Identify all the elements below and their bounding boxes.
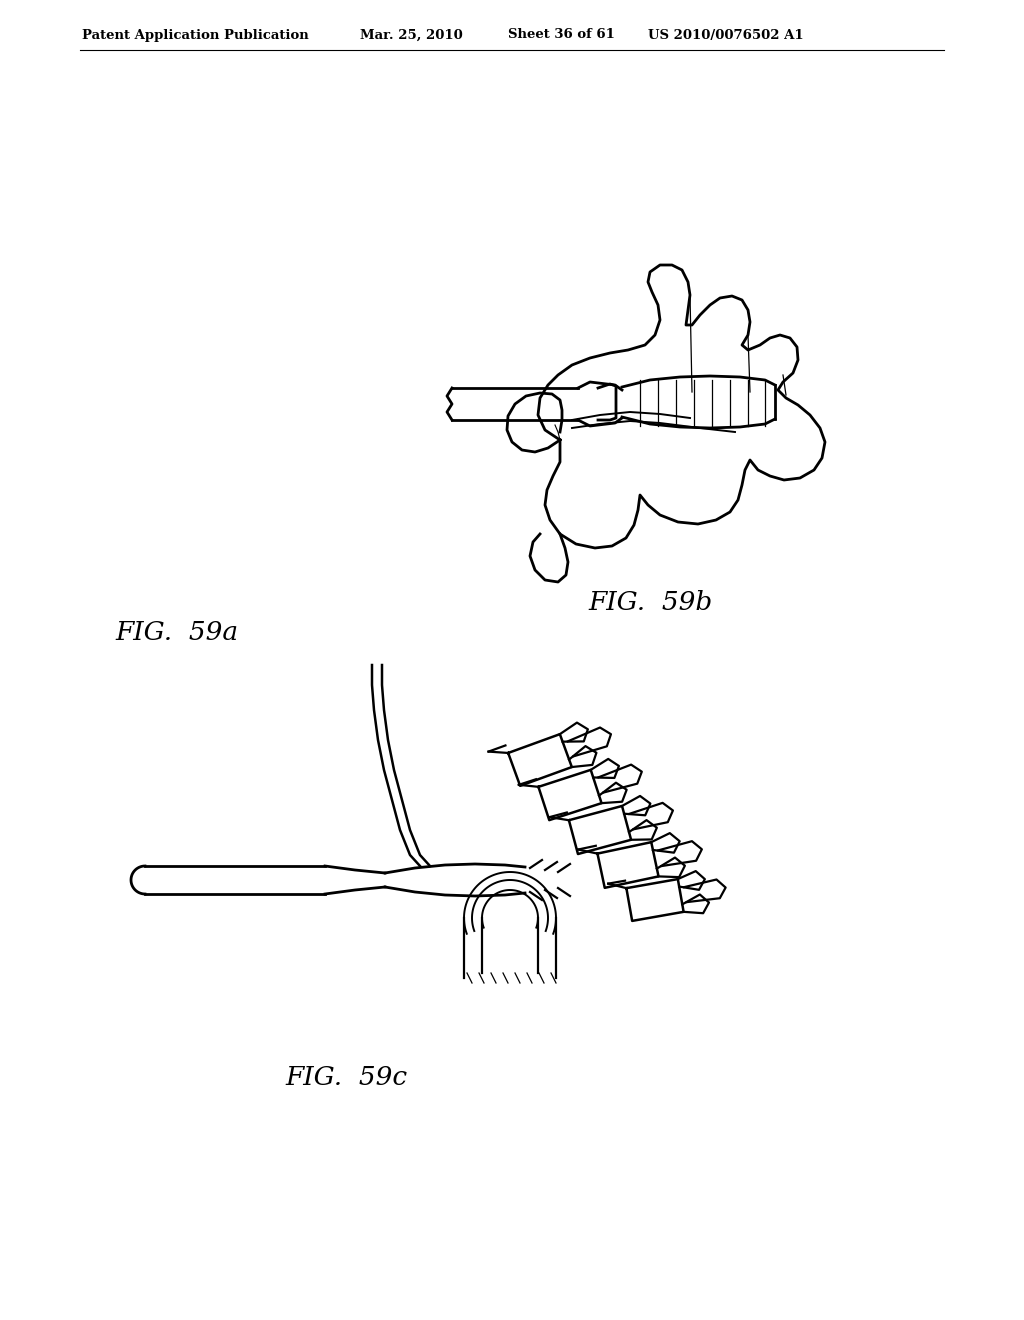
Text: Mar. 25, 2010: Mar. 25, 2010	[360, 29, 463, 41]
Text: Sheet 36 of 61: Sheet 36 of 61	[508, 29, 614, 41]
Text: FIG.  59c: FIG. 59c	[285, 1065, 408, 1090]
Text: Patent Application Publication: Patent Application Publication	[82, 29, 309, 41]
Text: FIG.  59b: FIG. 59b	[588, 590, 713, 615]
Text: FIG.  59a: FIG. 59a	[115, 620, 239, 645]
Text: US 2010/0076502 A1: US 2010/0076502 A1	[648, 29, 804, 41]
